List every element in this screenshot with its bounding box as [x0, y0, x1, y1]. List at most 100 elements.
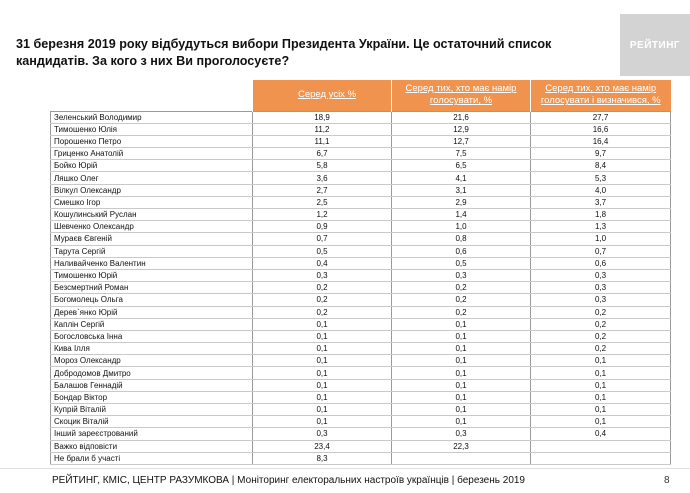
- value-decided: 0,3: [530, 281, 671, 295]
- value-all: 3,6: [252, 171, 392, 185]
- rating-logo: РЕЙТИНГ: [620, 14, 690, 76]
- value-decided: 0,1: [530, 403, 671, 417]
- table-row: Бойко Юрій 5,8 6,5 8,4: [50, 159, 671, 173]
- value-decided: 1,3: [530, 220, 671, 234]
- table-row: Ляшко Олег 3,6 4,1 5,3: [50, 171, 671, 185]
- value-all: 11,2: [252, 123, 392, 136]
- value-all: 0,2: [252, 281, 392, 295]
- candidate-name: Кива Ілля: [50, 342, 253, 356]
- table-row: Мороз Олександр 0,1 0,1 0,1: [50, 354, 671, 368]
- candidate-name: Наливайченко Валентин: [50, 257, 253, 270]
- table-row: Смешко Ігор 2,5 2,9 3,7: [50, 196, 671, 210]
- value-decided: 0,7: [530, 245, 671, 258]
- value-voters: 12,7: [391, 135, 531, 149]
- value-voters: 7,5: [391, 147, 531, 161]
- value-all: 0,3: [252, 427, 392, 441]
- value-all: 0,1: [252, 379, 392, 392]
- value-voters: 4,1: [391, 171, 531, 185]
- table-row: Скоцик Віталій 0,1 0,1 0,1: [50, 415, 671, 429]
- candidate-name: Бойко Юрій: [50, 159, 253, 173]
- value-decided: 0,6: [530, 257, 671, 270]
- value-decided: 0,1: [530, 415, 671, 429]
- candidate-name: Богословська Інна: [50, 330, 253, 344]
- value-all: 8,3: [252, 452, 392, 465]
- value-voters: 0,1: [391, 366, 531, 380]
- table-row: Тарута Сергій 0,5 0,6 0,7: [50, 245, 671, 258]
- value-all: 0,2: [252, 293, 392, 307]
- value-decided: [530, 452, 671, 465]
- value-all: 11,1: [252, 135, 392, 149]
- table-row: Гриценко Анатолій 6,7 7,5 9,7: [50, 147, 671, 161]
- candidate-name: Балашов Геннадій: [50, 379, 253, 392]
- value-voters: 0,5: [391, 257, 531, 270]
- candidate-name: Інший зареєстрований: [50, 427, 253, 441]
- value-decided: 0,2: [530, 306, 671, 319]
- value-voters: 0,2: [391, 293, 531, 307]
- value-decided: 16,4: [530, 135, 671, 149]
- value-voters: 3,1: [391, 184, 531, 197]
- value-voters: 0,3: [391, 427, 531, 441]
- value-voters: 0,1: [391, 391, 531, 405]
- value-decided: 0,1: [530, 391, 671, 405]
- value-decided: 16,6: [530, 123, 671, 136]
- value-all: 0,3: [252, 269, 392, 283]
- value-decided: 0,2: [530, 342, 671, 356]
- candidate-name: Тимошенко Юлія: [50, 123, 253, 136]
- candidate-name: Добродомов Дмитро: [50, 366, 253, 380]
- value-all: 0,7: [252, 232, 392, 246]
- value-voters: 0,1: [391, 342, 531, 356]
- value-voters: 0,1: [391, 318, 531, 331]
- value-voters: 22,3: [391, 440, 531, 453]
- value-decided: [530, 440, 671, 453]
- table-row: Наливайченко Валентин 0,4 0,5 0,6: [50, 257, 671, 270]
- value-voters: 12,9: [391, 123, 531, 136]
- value-all: 0,1: [252, 354, 392, 368]
- table-row: Бондар Віктор 0,1 0,1 0,1: [50, 391, 671, 405]
- footer-text: РЕЙТИНГ, КМІС, ЦЕНТР РАЗУМКОВА | Монітор…: [52, 475, 525, 486]
- candidate-name: Тарута Сергій: [50, 245, 253, 258]
- table-row: Безсмертний Роман 0,2 0,2 0,3: [50, 281, 671, 295]
- candidate-name: Важко відповісти: [50, 440, 253, 453]
- value-decided: 0,1: [530, 366, 671, 380]
- value-voters: 0,1: [391, 379, 531, 392]
- value-all: 23,4: [252, 440, 392, 453]
- value-decided: 3,7: [530, 196, 671, 210]
- value-voters: 21,6: [391, 110, 531, 124]
- value-decided: 9,7: [530, 147, 671, 161]
- value-voters: 0,1: [391, 330, 531, 344]
- footer-sources: РЕЙТИНГ, КМІС, ЦЕНТР РАЗУМКОВА: [52, 475, 230, 486]
- header-decided: Серед тих, хто має намір голосувати і ви…: [530, 80, 671, 111]
- table-row: Шевченко Олександр 0,9 1,0 1,3: [50, 220, 671, 234]
- candidate-name: Шевченко Олександр: [50, 220, 253, 234]
- value-all: 0,4: [252, 257, 392, 270]
- value-all: 0,1: [252, 391, 392, 405]
- value-voters: 2,9: [391, 196, 531, 210]
- header-blank: [51, 80, 253, 111]
- candidate-name: Дерев`янко Юрій: [50, 306, 253, 319]
- value-voters: 0,8: [391, 232, 531, 246]
- table-row: Кошулинський Руслан 1,2 1,4 1,8: [50, 208, 671, 222]
- value-voters: 0,2: [391, 281, 531, 295]
- value-decided: 0,2: [530, 318, 671, 331]
- value-all: 0,1: [252, 342, 392, 356]
- candidate-name: Скоцик Віталій: [50, 415, 253, 429]
- value-voters: 1,4: [391, 208, 531, 222]
- value-decided: 8,4: [530, 159, 671, 173]
- table-row: Не брали б участі 8,3: [50, 452, 671, 465]
- value-all: 0,5: [252, 245, 392, 258]
- candidate-name: Не брали б участі: [50, 452, 253, 465]
- value-decided: 0,4: [530, 427, 671, 441]
- table-row: Вілкул Олександр 2,7 3,1 4,0: [50, 184, 671, 197]
- value-decided: 0,1: [530, 379, 671, 392]
- candidate-name: Гриценко Анатолій: [50, 147, 253, 161]
- value-voters: 6,5: [391, 159, 531, 173]
- value-voters: 0,1: [391, 354, 531, 368]
- table-row: Балашов Геннадій 0,1 0,1 0,1: [50, 379, 671, 392]
- table-row: Тимошенко Юлія 11,2 12,9 16,6: [50, 123, 671, 136]
- value-decided: 1,0: [530, 232, 671, 246]
- table-row: Богомолець Ольга 0,2 0,2 0,3: [50, 293, 671, 307]
- value-all: 6,7: [252, 147, 392, 161]
- value-decided: 27,7: [530, 110, 671, 124]
- value-voters: 0,1: [391, 403, 531, 417]
- value-decided: 0,2: [530, 330, 671, 344]
